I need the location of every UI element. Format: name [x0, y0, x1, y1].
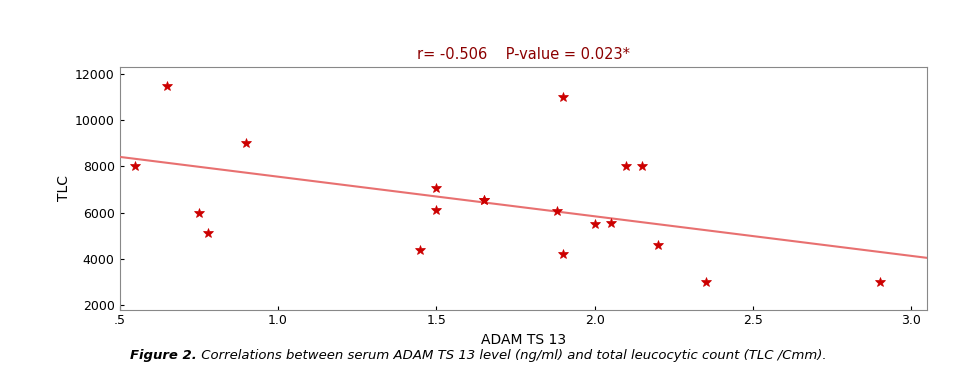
X-axis label: ADAM TS 13: ADAM TS 13 — [481, 333, 566, 347]
Text: Correlations between serum ADAM TS 13 level (ng/ml) and total leucocytic count (: Correlations between serum ADAM TS 13 le… — [197, 349, 826, 362]
Y-axis label: TLC: TLC — [56, 175, 71, 201]
Title: r= -0.506    P-value = 0.023*: r= -0.506 P-value = 0.023* — [417, 47, 630, 62]
Text: Figure 2.: Figure 2. — [130, 349, 197, 362]
